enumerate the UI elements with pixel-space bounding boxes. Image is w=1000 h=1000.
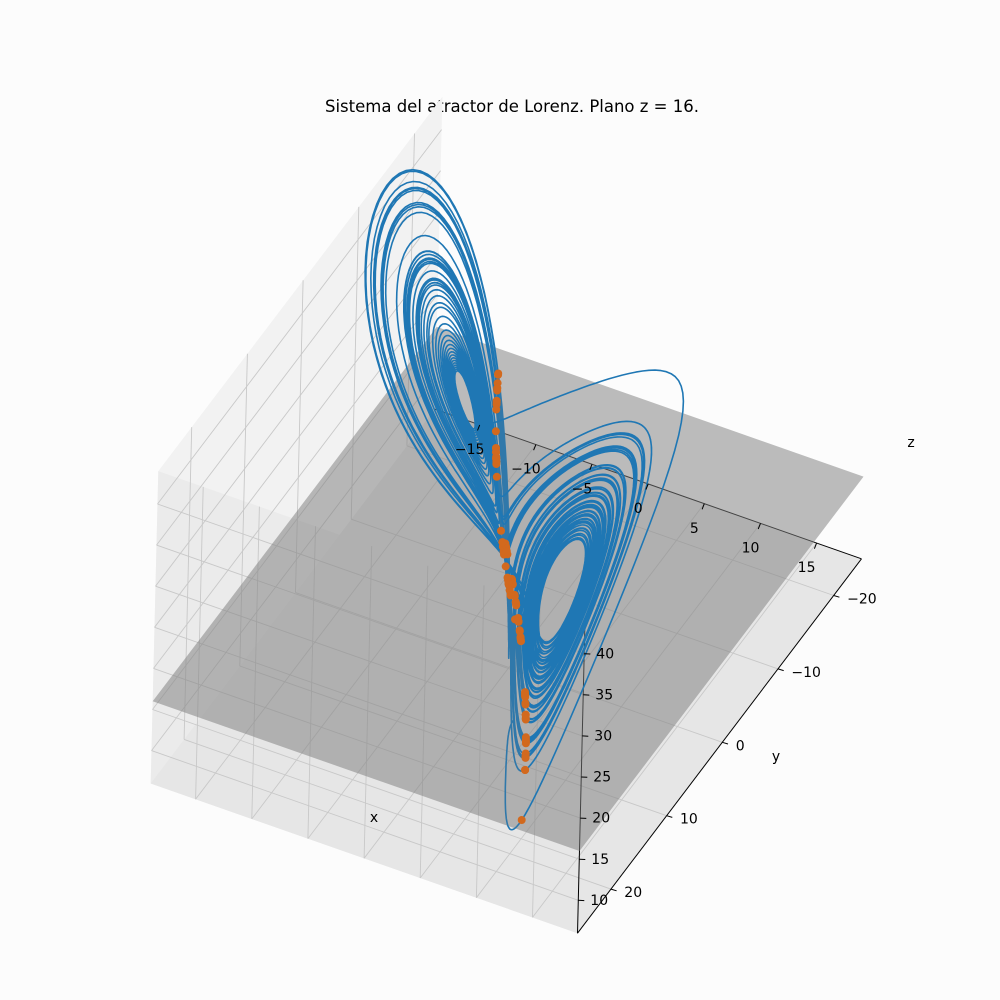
x-tick-label: 15 bbox=[798, 560, 816, 576]
intersection-point bbox=[521, 735, 530, 744]
z-tick-label: 30 bbox=[594, 729, 612, 745]
grid-z-back bbox=[153, 667, 581, 819]
z-tick-label: 25 bbox=[593, 770, 611, 786]
x-tick-label: −5 bbox=[572, 481, 593, 497]
intersection-point bbox=[492, 398, 501, 407]
intersection-point bbox=[521, 689, 529, 698]
x-tick-label: 5 bbox=[690, 521, 699, 537]
y-tick bbox=[777, 668, 784, 672]
intersection-point bbox=[492, 405, 501, 414]
intersection-point bbox=[515, 627, 524, 636]
chart-title: Sistema del atractor de Lorenz. Plano z … bbox=[325, 97, 699, 116]
y-tick bbox=[833, 595, 840, 598]
z-axis-label: z bbox=[907, 435, 914, 451]
grid-x-floor bbox=[195, 424, 481, 800]
intersection-point bbox=[521, 753, 530, 762]
x-tick bbox=[813, 542, 818, 549]
intersection-point bbox=[514, 617, 523, 626]
y-tick-label: 20 bbox=[624, 885, 642, 901]
grid-y-floor bbox=[351, 518, 779, 670]
grid-y-floor bbox=[239, 665, 667, 817]
z-tick-label: 40 bbox=[596, 646, 614, 662]
intersection-point bbox=[505, 586, 514, 595]
intersection-point bbox=[512, 600, 521, 609]
intersection-point bbox=[492, 454, 501, 463]
intersection-point bbox=[493, 384, 502, 393]
y-tick bbox=[666, 815, 673, 818]
intersection-point bbox=[521, 766, 530, 774]
grid-y-floor bbox=[183, 738, 612, 890]
x-tick-label: −10 bbox=[511, 462, 541, 478]
z-tick-label: 10 bbox=[590, 893, 608, 909]
intersection-point bbox=[503, 573, 512, 582]
y-tick bbox=[722, 741, 729, 745]
grid-z-back bbox=[154, 626, 582, 778]
x-tick bbox=[477, 424, 481, 431]
y-axis-label: y bbox=[772, 749, 780, 765]
intersection-point bbox=[492, 472, 501, 481]
grid-z-left bbox=[155, 211, 440, 587]
y-tick-label: 10 bbox=[680, 812, 698, 828]
grid-z-left bbox=[154, 252, 439, 628]
intersection-point bbox=[492, 448, 501, 457]
axis-lines bbox=[434, 408, 862, 934]
grid-z-back bbox=[151, 750, 579, 901]
grid-x-floor bbox=[476, 523, 761, 898]
z-tick-label: 35 bbox=[595, 687, 613, 703]
grid-z-left bbox=[151, 375, 436, 751]
intersection-point bbox=[494, 370, 503, 379]
grid-y-floor bbox=[295, 592, 723, 743]
y-tick bbox=[610, 888, 617, 892]
intersection-point bbox=[492, 460, 501, 468]
x-tick bbox=[757, 523, 761, 530]
y-tick-label: −10 bbox=[791, 665, 821, 681]
intersection-point bbox=[521, 711, 530, 720]
intersection-point bbox=[501, 562, 510, 571]
x-axis-label: x bbox=[370, 810, 378, 826]
z-tick-label: 20 bbox=[592, 811, 610, 827]
x-tick bbox=[589, 464, 593, 471]
intersection-point bbox=[497, 526, 505, 535]
x-tick bbox=[645, 483, 649, 490]
x-tick-label: 0 bbox=[634, 501, 643, 517]
grid-z-left bbox=[156, 170, 441, 546]
trajectory-front bbox=[364, 168, 685, 821]
intersection-points bbox=[491, 369, 530, 824]
grid-lines bbox=[151, 129, 834, 918]
z-axis-line bbox=[577, 620, 586, 934]
intersection-point bbox=[516, 635, 525, 644]
x-tick bbox=[533, 444, 537, 451]
x-axis-line bbox=[434, 408, 862, 560]
y-tick-label: 0 bbox=[736, 738, 745, 754]
z-tick-label: 15 bbox=[591, 852, 609, 868]
intersection-point bbox=[521, 699, 530, 708]
x-tick-label: −15 bbox=[455, 442, 485, 458]
axis-ticks: −15 −10 −5 0 5 10 15 −20 −10 0 10 20 10 15 20 25 30 35 40 bbox=[455, 424, 877, 909]
intersection-point bbox=[517, 816, 526, 824]
trajectory-line bbox=[364, 168, 685, 821]
y-axis-line bbox=[577, 558, 862, 934]
x-tick-label: 10 bbox=[742, 541, 760, 557]
x-tick bbox=[701, 503, 705, 510]
intersection-point bbox=[498, 538, 507, 547]
intersection-point bbox=[502, 547, 511, 556]
y-tick-label: −20 bbox=[847, 592, 877, 608]
grid-z-back bbox=[152, 709, 580, 860]
intersection-point bbox=[491, 427, 500, 436]
